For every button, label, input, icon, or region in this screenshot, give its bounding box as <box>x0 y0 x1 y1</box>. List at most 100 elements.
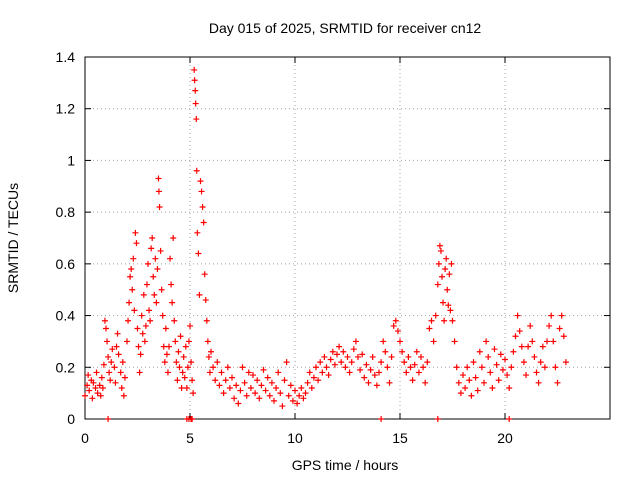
data-point <box>233 382 240 389</box>
data-point <box>287 382 294 389</box>
data-point <box>394 328 401 335</box>
data-point <box>340 348 347 355</box>
data-point <box>119 359 126 366</box>
data-point <box>111 364 118 371</box>
y-tick-label: 0.2 <box>56 359 76 375</box>
data-point <box>388 353 395 360</box>
data-point <box>329 348 336 355</box>
data-point <box>109 346 116 353</box>
data-point <box>453 364 460 371</box>
data-point <box>192 87 199 94</box>
data-point <box>323 364 330 371</box>
data-point <box>187 322 193 329</box>
data-point <box>321 353 328 360</box>
data-point <box>334 351 340 358</box>
data-point <box>531 353 538 360</box>
data-point <box>92 384 99 391</box>
data-point <box>371 372 378 379</box>
data-point <box>415 369 422 376</box>
data-point <box>98 374 105 381</box>
data-point <box>483 338 490 345</box>
data-point <box>499 366 506 373</box>
data-point <box>114 330 121 337</box>
data-point <box>198 188 205 195</box>
data-point <box>178 384 185 391</box>
data-point <box>101 317 108 324</box>
data-point <box>138 312 145 319</box>
data-point <box>283 359 290 366</box>
data-point <box>133 240 140 247</box>
data-point <box>229 374 235 381</box>
data-points <box>82 66 569 422</box>
data-point <box>155 175 162 182</box>
data-point <box>149 235 156 241</box>
data-point <box>162 325 169 332</box>
data-point <box>310 374 317 381</box>
data-point <box>180 353 187 360</box>
data-point <box>231 395 238 402</box>
grid-lines <box>85 57 610 419</box>
data-point <box>367 366 374 373</box>
data-point <box>336 343 343 350</box>
data-point <box>153 299 160 306</box>
data-point <box>478 364 485 371</box>
data-point <box>407 364 414 371</box>
data-point <box>104 338 111 345</box>
data-point <box>472 374 479 381</box>
data-point <box>462 384 469 391</box>
data-point <box>137 351 144 358</box>
data-point <box>132 229 139 236</box>
data-point <box>409 377 416 384</box>
data-point <box>510 348 517 355</box>
data-point <box>212 377 219 384</box>
data-point <box>126 299 133 306</box>
data-point <box>100 361 107 368</box>
data-point <box>552 364 559 371</box>
data-point <box>214 359 221 366</box>
data-point <box>210 364 217 371</box>
data-point <box>89 395 96 402</box>
data-point <box>317 359 324 366</box>
data-point <box>143 281 150 288</box>
data-point <box>134 325 141 332</box>
y-tick-label: 1 <box>67 152 75 168</box>
data-point <box>197 178 204 185</box>
data-point <box>481 379 487 386</box>
data-point <box>279 403 286 410</box>
x-tick-label: 15 <box>392 430 408 446</box>
data-point <box>205 353 212 360</box>
data-point <box>390 322 397 329</box>
data-point <box>304 379 311 386</box>
data-point <box>413 348 420 355</box>
data-point <box>350 346 357 353</box>
y-tick-label: 0.8 <box>56 204 76 220</box>
data-point <box>292 387 298 394</box>
data-point <box>250 372 256 379</box>
data-point <box>525 343 532 350</box>
data-point <box>506 384 513 391</box>
data-point <box>160 343 167 350</box>
data-point <box>397 338 403 345</box>
y-tick-label: 0.4 <box>56 308 76 324</box>
data-point <box>189 377 196 384</box>
data-point <box>156 203 163 210</box>
data-point <box>444 286 451 293</box>
data-point <box>90 379 97 386</box>
data-point <box>342 364 349 371</box>
axis-ticks: 0 0.2 0.4 0.6 0.8 1 1.2 1.4 0 5 10 15 20 <box>56 49 610 446</box>
data-point <box>399 348 406 355</box>
data-point <box>512 333 519 340</box>
data-point <box>556 325 563 332</box>
data-point <box>327 356 334 363</box>
data-point <box>208 348 214 355</box>
data-point <box>533 369 540 376</box>
data-point <box>170 235 177 241</box>
data-point <box>129 286 136 293</box>
data-point <box>554 379 561 386</box>
data-point <box>147 317 154 324</box>
data-point <box>306 369 313 376</box>
data-point <box>493 361 500 368</box>
data-point <box>411 361 418 368</box>
data-point <box>97 392 104 399</box>
data-point <box>365 379 372 386</box>
